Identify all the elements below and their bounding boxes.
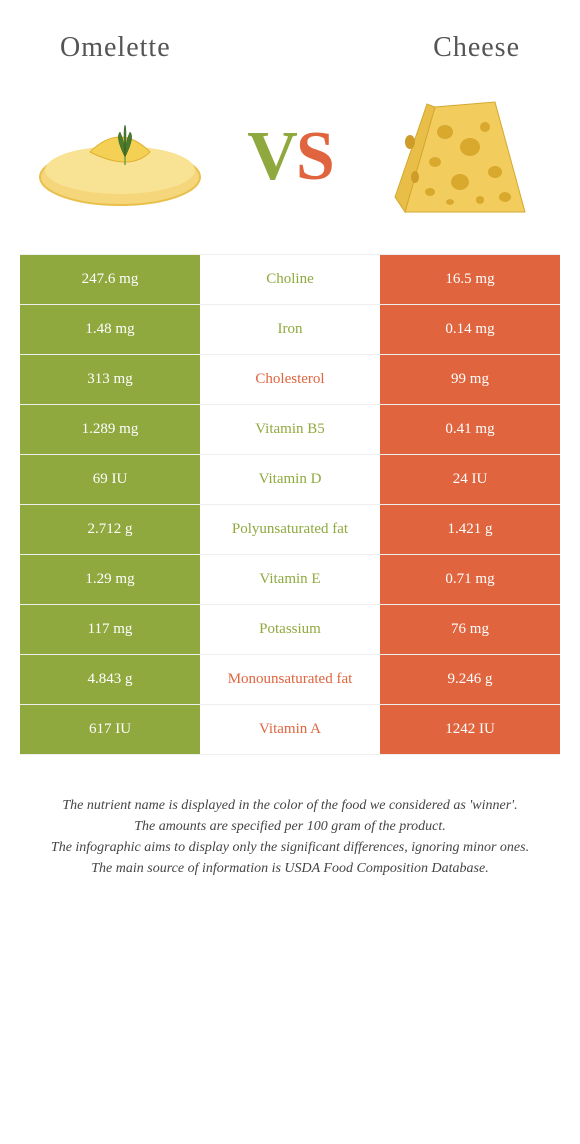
table-row: 1.289 mgVitamin B50.41 mg <box>20 405 560 455</box>
omelette-image <box>30 92 210 222</box>
table-row: 2.712 gPolyunsaturated fat1.421 g <box>20 505 560 555</box>
cell-right-value: 99 mg <box>380 355 560 404</box>
cell-nutrient-name: Vitamin A <box>200 705 380 754</box>
vs-v: V <box>247 118 296 195</box>
cell-right-value: 1.421 g <box>380 505 560 554</box>
vs-label: VS <box>247 117 333 197</box>
cell-right-value: 76 mg <box>380 605 560 654</box>
cell-nutrient-name: Iron <box>200 305 380 354</box>
cell-left-value: 117 mg <box>20 605 200 654</box>
cell-right-value: 0.14 mg <box>380 305 560 354</box>
cell-right-value: 0.41 mg <box>380 405 560 454</box>
footer-line-2: The amounts are specified per 100 gram o… <box>30 816 550 837</box>
cell-left-value: 2.712 g <box>20 505 200 554</box>
cell-left-value: 1.48 mg <box>20 305 200 354</box>
cell-right-value: 1242 IU <box>380 705 560 754</box>
cell-right-value: 0.71 mg <box>380 555 560 604</box>
nutrition-table: 247.6 mgCholine16.5 mg1.48 mgIron0.14 mg… <box>20 254 560 755</box>
footer-notes: The nutrient name is displayed in the co… <box>0 755 580 879</box>
cell-nutrient-name: Monounsaturated fat <box>200 655 380 704</box>
table-row: 1.29 mgVitamin E0.71 mg <box>20 555 560 605</box>
cell-right-value: 24 IU <box>380 455 560 504</box>
table-row: 617 IUVitamin A1242 IU <box>20 705 560 755</box>
table-row: 1.48 mgIron0.14 mg <box>20 305 560 355</box>
cell-left-value: 247.6 mg <box>20 255 200 304</box>
cell-nutrient-name: Cholesterol <box>200 355 380 404</box>
cheese-image <box>370 92 550 222</box>
images-row: VS <box>0 74 580 254</box>
footer-line-3: The infographic aims to display only the… <box>30 837 550 858</box>
cell-left-value: 313 mg <box>20 355 200 404</box>
cell-nutrient-name: Vitamin B5 <box>200 405 380 454</box>
header: Omelette Cheese <box>0 0 580 74</box>
table-row: 4.843 gMonounsaturated fat9.246 g <box>20 655 560 705</box>
cell-nutrient-name: Vitamin D <box>200 455 380 504</box>
cell-left-value: 617 IU <box>20 705 200 754</box>
table-row: 247.6 mgCholine16.5 mg <box>20 255 560 305</box>
cell-nutrient-name: Choline <box>200 255 380 304</box>
cell-nutrient-name: Polyunsaturated fat <box>200 505 380 554</box>
table-row: 313 mgCholesterol99 mg <box>20 355 560 405</box>
footer-line-1: The nutrient name is displayed in the co… <box>30 795 550 816</box>
title-right: Cheese <box>433 32 520 64</box>
table-row: 117 mgPotassium76 mg <box>20 605 560 655</box>
cell-nutrient-name: Vitamin E <box>200 555 380 604</box>
cell-right-value: 16.5 mg <box>380 255 560 304</box>
cell-left-value: 1.289 mg <box>20 405 200 454</box>
cell-left-value: 4.843 g <box>20 655 200 704</box>
vs-s: S <box>296 118 333 195</box>
cell-nutrient-name: Potassium <box>200 605 380 654</box>
footer-line-4: The main source of information is USDA F… <box>30 858 550 879</box>
cell-left-value: 69 IU <box>20 455 200 504</box>
cell-left-value: 1.29 mg <box>20 555 200 604</box>
table-row: 69 IUVitamin D24 IU <box>20 455 560 505</box>
cell-right-value: 9.246 g <box>380 655 560 704</box>
title-left: Omelette <box>60 32 171 64</box>
